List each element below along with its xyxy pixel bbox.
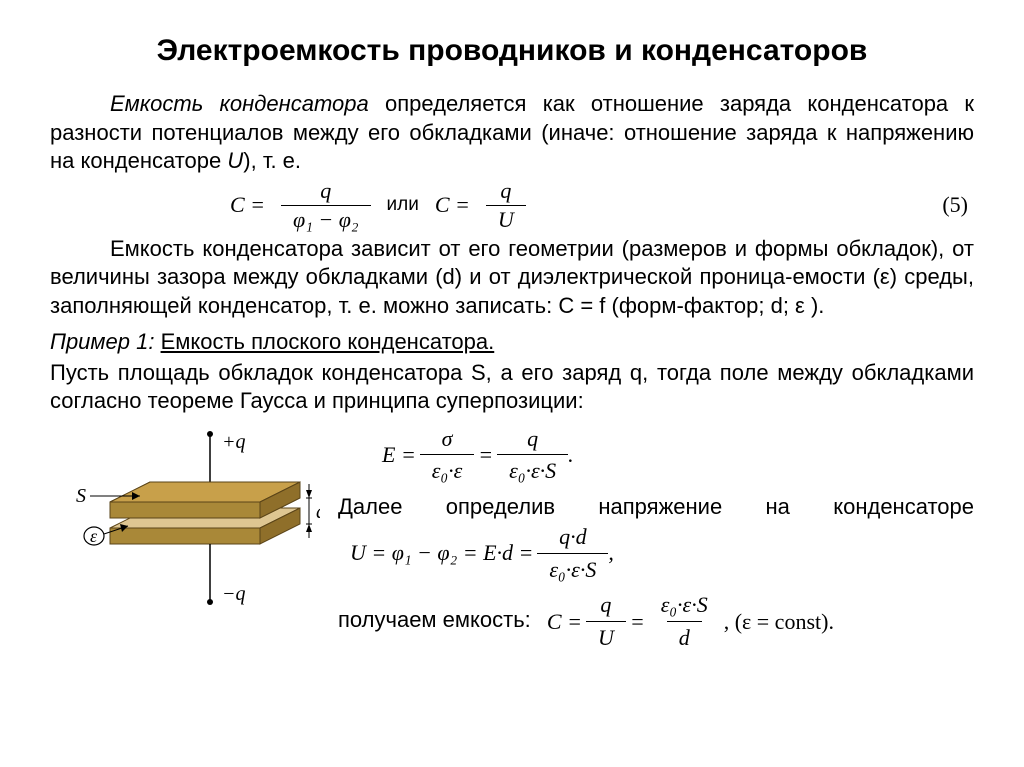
right-column: E = σ ε₀·ε = q ε₀·ε·S . Далее определив …: [338, 424, 974, 653]
capacitor-diagram: +q −q S: [50, 424, 320, 653]
eq5-or: или: [387, 194, 419, 216]
bottom-row: +q −q S: [50, 424, 974, 653]
eqC-lhs: C =: [547, 607, 582, 637]
eq5-den1: φ₁ − φ₂: [281, 205, 370, 233]
example1-label: Пример 1:: [50, 329, 154, 354]
para1-emph: Емкость конденсатора: [110, 91, 369, 116]
eq5-num1: q: [308, 178, 343, 205]
eqE-lhs: E =: [382, 440, 416, 470]
para5-text: получаем емкость:: [338, 607, 531, 632]
paragraph-3: Пусть площадь обкладок конденсатора S, а…: [50, 359, 974, 416]
eq5-lhs2: C =: [435, 192, 470, 218]
eq5-lhs1: C =: [230, 192, 265, 218]
eq5-den2: U: [486, 205, 526, 233]
eq5-number: (5): [942, 192, 974, 218]
eqC-den1: U: [586, 621, 626, 653]
equation-U: U = φ₁ − φ₂ = E·d = q·d ε₀·ε·S ,: [346, 522, 614, 584]
eqE-den2: ε₀·ε·S: [497, 454, 568, 486]
eqC-eq: =: [630, 607, 645, 637]
para1-u: U: [227, 148, 243, 173]
eqC-den2: d: [667, 621, 702, 653]
eqC-num1: q: [588, 590, 623, 621]
example1-title: Емкость плоского конденсатора.: [161, 329, 495, 354]
para1-text-d: ), т. е.: [243, 148, 301, 173]
eqU-den: ε₀·ε·S: [537, 553, 608, 585]
d-label: d: [316, 501, 320, 523]
paragraph-1: Емкость конденсатора определяется как от…: [50, 90, 974, 176]
paragraph-4: Далее определив напряжение на конденсато…: [338, 492, 974, 584]
eqE-num2: q: [515, 424, 550, 455]
eqE-dot: .: [568, 440, 574, 470]
eps-label: ε: [90, 526, 98, 546]
eqU-lhs: U = φ₁ − φ₂ = E·d =: [350, 538, 533, 568]
eq5-frac2: q U: [486, 178, 526, 233]
eq5-frac1: q φ₁ − φ₂: [281, 178, 370, 233]
eqC-num2: ε₀·ε·S: [649, 590, 720, 621]
eqE-den1: ε₀·ε: [420, 454, 475, 486]
plus-q-label: +q: [222, 431, 246, 453]
equation-E: E = σ ε₀·ε = q ε₀·ε·S .: [378, 424, 574, 486]
paragraph-5-line: получаем емкость: C = q U = ε₀·ε·S d , (…: [338, 590, 974, 652]
para4-text: Далее определив напряжение на конденсато…: [338, 494, 974, 519]
minus-q-label: −q: [222, 583, 246, 605]
eq5-num2: q: [488, 178, 523, 205]
equation-C: C = q U = ε₀·ε·S d , (ε = const).: [543, 590, 834, 652]
paragraph-2: Емкость конденсатора зависит от его геом…: [50, 235, 974, 321]
equation-5: C = q φ₁ − φ₂ или C = q U (5): [50, 178, 974, 233]
page-title: Электроемкость проводников и конденсатор…: [50, 34, 974, 68]
eqE-num1: σ: [430, 424, 465, 455]
s-label: S: [76, 485, 86, 507]
example-1: Пример 1: Емкость плоского конденсатора.: [50, 329, 974, 355]
eqU-comma: ,: [608, 538, 614, 568]
eqC-tail: , (ε = const).: [724, 607, 834, 637]
eqU-num: q·d: [547, 522, 599, 553]
eqE-eq: =: [478, 440, 493, 470]
